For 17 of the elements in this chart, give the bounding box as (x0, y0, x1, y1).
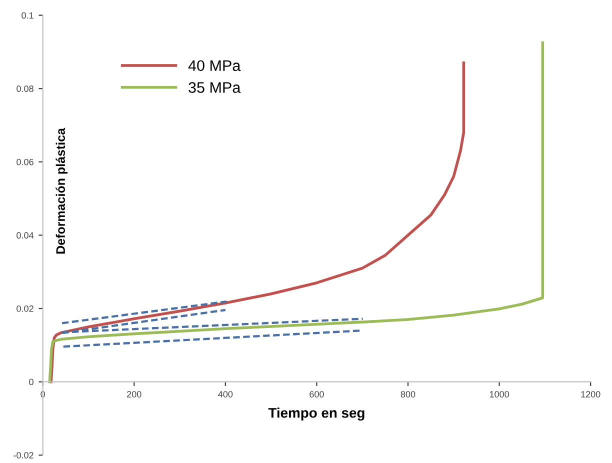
x-tick-label: 1200 (581, 391, 600, 398)
y-tick-label: 0.1 (22, 12, 34, 19)
y-axis-title: Deformación plástica (56, 128, 68, 254)
legend-label: 35 MPa (188, 82, 241, 93)
y-tick-label: -0.02 (14, 452, 34, 458)
x-tick-label: 600 (310, 391, 324, 398)
y-tick-label: 0.04 (16, 232, 34, 239)
legend-label: 40 MPa (188, 60, 241, 72)
y-tick-label: 0.06 (16, 158, 34, 166)
y-tick-label: 0 (29, 378, 34, 386)
x-tick-label: 1000 (490, 391, 509, 398)
x-tick-label: 800 (400, 391, 416, 398)
x-axis-title: Tiempo en seg (268, 408, 364, 421)
x-tick-label: 400 (218, 391, 233, 398)
y-tick-label: 0.08 (16, 86, 34, 92)
y-tick-label: 0.02 (16, 305, 34, 312)
x-tick-label: 200 (127, 391, 142, 398)
